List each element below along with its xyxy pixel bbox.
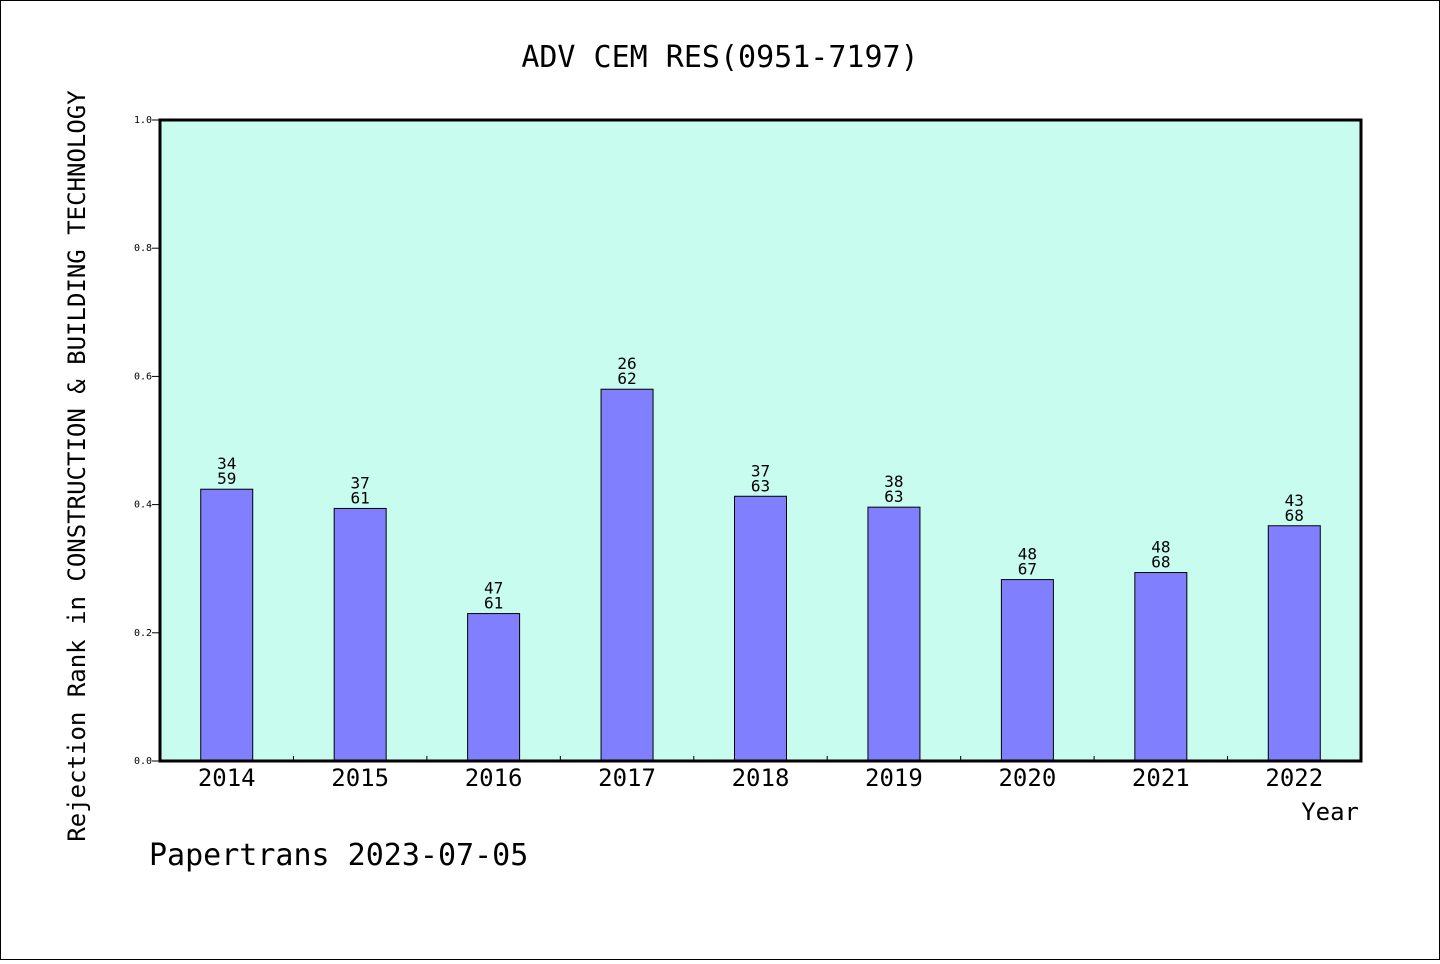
bar-2018 — [734, 495, 787, 762]
x-tick-label: 2017 — [598, 764, 656, 792]
plot-area: 0.00.20.40.60.81.03459201437612015476120… — [134, 115, 1363, 792]
x-tick-label: 2021 — [1132, 764, 1190, 792]
bar-2022 — [1267, 525, 1321, 762]
bar-label-bottom: 63 — [884, 487, 903, 506]
x-tick-label: 2019 — [865, 764, 923, 792]
x-tick-label: 2018 — [732, 764, 790, 792]
bar-label-bottom: 61 — [351, 488, 370, 507]
bar-label-top: 48 — [1018, 545, 1037, 564]
y-tick-label: 0.8 — [134, 243, 152, 254]
x-axis-label: Year — [1301, 798, 1359, 826]
bar-2020 — [1000, 579, 1054, 762]
y-tick-label: 0.4 — [134, 500, 152, 511]
bar-label-bottom: 63 — [751, 476, 770, 495]
bar-2014 — [200, 488, 254, 762]
bar-label-bottom: 61 — [484, 594, 503, 613]
bar-label-top: 48 — [1151, 538, 1170, 557]
x-tick-label: 2016 — [465, 764, 523, 792]
bar-label-top: 37 — [751, 461, 770, 480]
bar-label-bottom: 59 — [217, 469, 236, 488]
bar-2019 — [867, 506, 921, 762]
bar-label-bottom: 68 — [1285, 506, 1304, 525]
bar-2017 — [600, 388, 654, 762]
x-tick-label: 2022 — [1265, 764, 1323, 792]
y-tick-label: 0.6 — [134, 371, 152, 382]
bar-label-top: 38 — [884, 472, 903, 491]
x-tick-label: 2015 — [331, 764, 389, 792]
y-tick-label: 1.0 — [134, 115, 152, 126]
y-tick-label: 0.0 — [134, 756, 152, 767]
y-tick-label: 0.2 — [134, 628, 152, 639]
bar-2021 — [1134, 572, 1188, 762]
bar-2016 — [467, 613, 521, 762]
bar-label-top: 26 — [617, 354, 636, 373]
x-tick-label: 2020 — [998, 764, 1056, 792]
bar-label-top: 34 — [217, 454, 236, 473]
bar-2015 — [333, 507, 387, 762]
bar-label-bottom: 68 — [1151, 553, 1170, 572]
footer-text: Papertrans 2023-07-05 — [149, 838, 528, 873]
plot-border — [158, 118, 1363, 763]
bar-label-top: 47 — [484, 579, 503, 598]
bar-label-top: 37 — [351, 473, 370, 492]
x-tick-label: 2014 — [198, 764, 256, 792]
chart-title: ADV CEM RES(0951-7197) — [521, 40, 918, 75]
bar-label-top: 43 — [1285, 491, 1304, 510]
y-axis-label: Rejection Rank in CONSTRUCTION & BUILDIN… — [63, 90, 91, 842]
bar-label-bottom: 62 — [617, 369, 636, 388]
bar-label-bottom: 67 — [1018, 560, 1037, 579]
